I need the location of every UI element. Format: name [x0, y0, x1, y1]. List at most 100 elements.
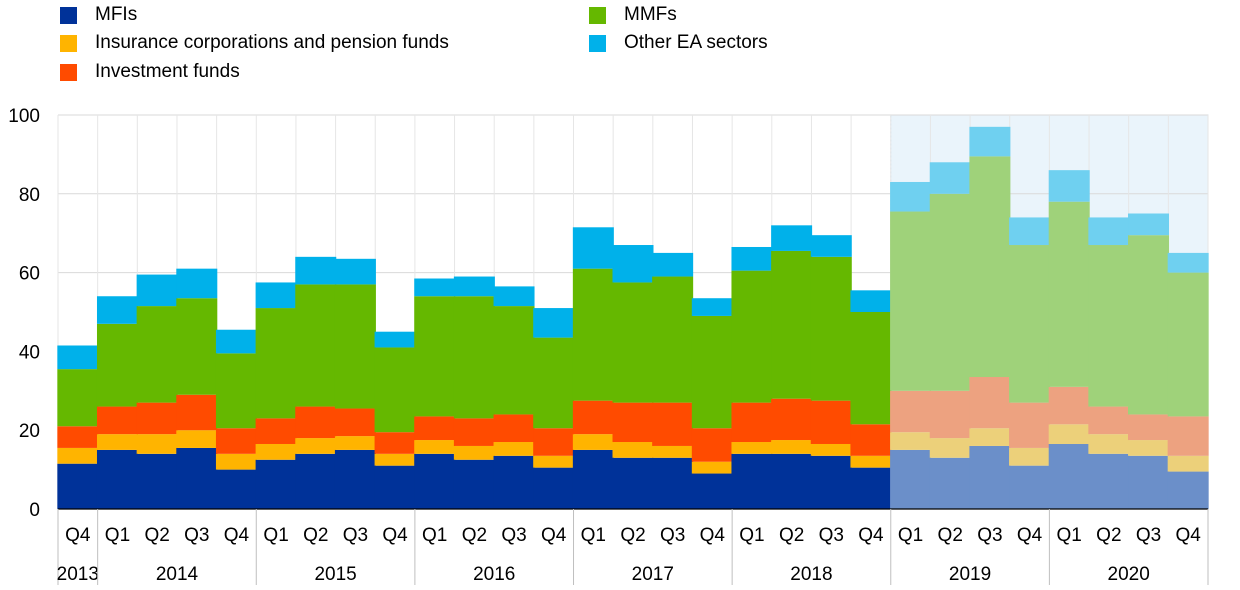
bar-other-ea-sectors-5	[255, 282, 297, 309]
x-tick-label: Q2	[144, 525, 169, 546]
bar-investment-funds-14	[612, 402, 654, 443]
legend: MFIs Insurance corporations and pension …	[0, 0, 1240, 90]
bar-mmfs-20	[850, 312, 892, 425]
bar-investment-funds-1	[96, 406, 138, 435]
bar-mfis-23	[969, 445, 1011, 509]
bar-insurance-corporations-and-pension-funds-14	[612, 442, 654, 458]
bar-insurance-corporations-and-pension-funds-11	[493, 442, 535, 456]
legend-item-investment-funds: Investment funds	[60, 61, 240, 83]
bar-investment-funds-22	[929, 390, 971, 439]
bar-mmfs-17	[731, 270, 773, 403]
bar-mmfs-7	[334, 284, 376, 409]
bar-insurance-corporations-and-pension-funds-4	[215, 453, 257, 470]
bar-other-ea-sectors-11	[493, 286, 535, 307]
x-tick-label: Q4	[700, 525, 726, 546]
bar-mfis-4	[215, 469, 257, 509]
bar-investment-funds-17	[731, 402, 773, 443]
legend-swatch-investment-funds	[60, 63, 77, 81]
x-tick-label: Q4	[65, 525, 91, 546]
x-tick-label: Q2	[779, 525, 804, 546]
bar-other-ea-sectors-2	[136, 274, 178, 307]
bar-insurance-corporations-and-pension-funds-17	[731, 442, 773, 454]
bar-insurance-corporations-and-pension-funds-18	[771, 440, 813, 454]
bar-mmfs-16	[691, 315, 733, 429]
bar-mfis-13	[572, 449, 614, 509]
bar-other-ea-sectors-25	[1048, 170, 1090, 202]
bar-investment-funds-5	[255, 418, 297, 444]
bar-mmfs-11	[493, 306, 535, 415]
bar-mfis-6	[295, 453, 337, 509]
bar-mmfs-21	[890, 211, 932, 391]
bar-other-ea-sectors-22	[929, 162, 971, 194]
legend-item-insurance: Insurance corporations and pension funds	[60, 32, 449, 54]
bar-mmfs-13	[572, 268, 614, 401]
legend-swatch-mmfs	[589, 6, 606, 24]
bar-mfis-26	[1088, 453, 1130, 509]
bar-investment-funds-0	[57, 426, 99, 448]
x-tick-label: Q3	[1136, 525, 1161, 546]
legend-item-mfis: MFIs	[60, 4, 137, 26]
bar-insurance-corporations-and-pension-funds-3	[176, 430, 218, 448]
bar-mfis-9	[414, 453, 456, 509]
x-tick-label: Q4	[1017, 525, 1043, 546]
y-tick-label: 40	[19, 342, 40, 363]
bar-insurance-corporations-and-pension-funds-28	[1167, 455, 1209, 472]
bar-other-ea-sectors-28	[1167, 252, 1209, 273]
bar-mmfs-12	[533, 337, 575, 429]
bar-investment-funds-21	[890, 390, 932, 433]
bar-mmfs-9	[414, 296, 456, 417]
bar-mmfs-3	[176, 298, 218, 395]
legend-label-other-ea: Other EA sectors	[624, 32, 768, 53]
bar-mfis-2	[136, 453, 178, 509]
bar-insurance-corporations-and-pension-funds-1	[96, 434, 138, 450]
bar-mmfs-25	[1048, 201, 1090, 387]
x-tick-label: Q2	[938, 525, 963, 546]
bar-insurance-corporations-and-pension-funds-0	[57, 447, 99, 464]
y-tick-label: 0	[29, 500, 40, 521]
bar-other-ea-sectors-4	[215, 329, 257, 354]
y-tick-label: 100	[8, 106, 40, 127]
bar-mfis-27	[1128, 455, 1170, 509]
legend-item-mmfs: MMFs	[589, 4, 677, 26]
bar-insurance-corporations-and-pension-funds-20	[850, 455, 892, 468]
year-label-2016: 2016	[473, 564, 515, 585]
bar-other-ea-sectors-23	[969, 126, 1011, 157]
year-label-2014: 2014	[156, 564, 199, 585]
bar-investment-funds-7	[334, 408, 376, 437]
bar-other-ea-sectors-20	[850, 290, 892, 312]
bar-other-ea-sectors-19	[810, 235, 852, 257]
year-label-2020: 2020	[1108, 564, 1150, 585]
bar-insurance-corporations-and-pension-funds-7	[334, 436, 376, 450]
bar-investment-funds-25	[1048, 386, 1090, 425]
bar-other-ea-sectors-7	[334, 258, 376, 285]
year-label-2013: 2013	[57, 564, 99, 585]
bar-other-ea-sectors-16	[691, 298, 733, 316]
bar-insurance-corporations-and-pension-funds-12	[533, 455, 575, 468]
x-tick-label: Q1	[739, 525, 764, 546]
bar-mfis-1	[96, 449, 138, 509]
bar-other-ea-sectors-12	[533, 308, 575, 338]
bar-mmfs-15	[652, 276, 694, 403]
bar-mfis-28	[1167, 471, 1209, 509]
bar-insurance-corporations-and-pension-funds-19	[810, 443, 852, 456]
bar-other-ea-sectors-9	[414, 278, 456, 297]
bar-other-ea-sectors-17	[731, 246, 773, 271]
bar-mmfs-6	[295, 284, 337, 407]
x-tick-label: Q2	[620, 525, 645, 546]
legend-label-investment-funds: Investment funds	[95, 61, 240, 82]
bar-other-ea-sectors-1	[96, 296, 138, 324]
x-tick-label: Q1	[422, 525, 447, 546]
legend-label-mmfs: MMFs	[624, 4, 677, 25]
bar-insurance-corporations-and-pension-funds-6	[295, 438, 337, 454]
bar-mfis-12	[533, 467, 575, 509]
bar-mfis-3	[176, 447, 218, 509]
bar-investment-funds-4	[215, 428, 257, 454]
year-label-2017: 2017	[632, 564, 674, 585]
y-tick-label: 60	[19, 264, 40, 285]
bar-investment-funds-10	[453, 418, 495, 446]
bar-other-ea-sectors-18	[771, 225, 813, 251]
bar-mmfs-18	[771, 250, 813, 399]
bar-investment-funds-13	[572, 400, 614, 435]
bar-investment-funds-9	[414, 416, 456, 441]
